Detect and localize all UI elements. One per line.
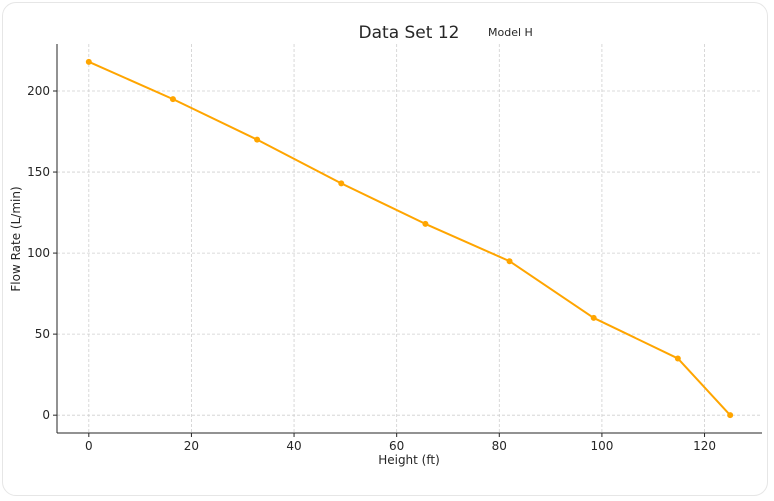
chart-subtitle: Model H (488, 26, 533, 39)
x-tick-label: 80 (492, 439, 507, 453)
x-tick-label: 0 (85, 439, 93, 453)
x-tick-label: 60 (389, 439, 404, 453)
data-point (727, 412, 734, 419)
x-tick-label: 20 (184, 439, 199, 453)
data-point (506, 258, 513, 265)
y-axis-label: Flow Rate (L/min) (9, 186, 23, 291)
data-point (590, 314, 597, 321)
x-tick-label: 120 (693, 439, 716, 453)
data-point (422, 220, 429, 227)
grid (57, 44, 762, 433)
data-point (169, 96, 176, 103)
y-tick-label: 0 (42, 408, 50, 422)
chart-card (2, 2, 768, 496)
data-point (254, 136, 261, 143)
y-tick-label: 150 (27, 165, 50, 179)
data-point (674, 355, 681, 362)
x-tick-label: 100 (590, 439, 613, 453)
y-tick-label: 200 (27, 84, 50, 98)
series (85, 58, 734, 419)
axes: 0 20 40 60 80 100 120 0 50 100 150 200 (27, 44, 762, 453)
x-tick-label: 40 (286, 439, 301, 453)
data-point (85, 58, 92, 65)
y-tick-label: 100 (27, 246, 50, 260)
y-tick-label: 50 (35, 327, 50, 341)
data-point (338, 180, 345, 187)
x-axis-label: Height (ft) (378, 453, 440, 467)
chart-title: Data Set 12 (359, 23, 460, 43)
series-line (88, 60, 731, 416)
